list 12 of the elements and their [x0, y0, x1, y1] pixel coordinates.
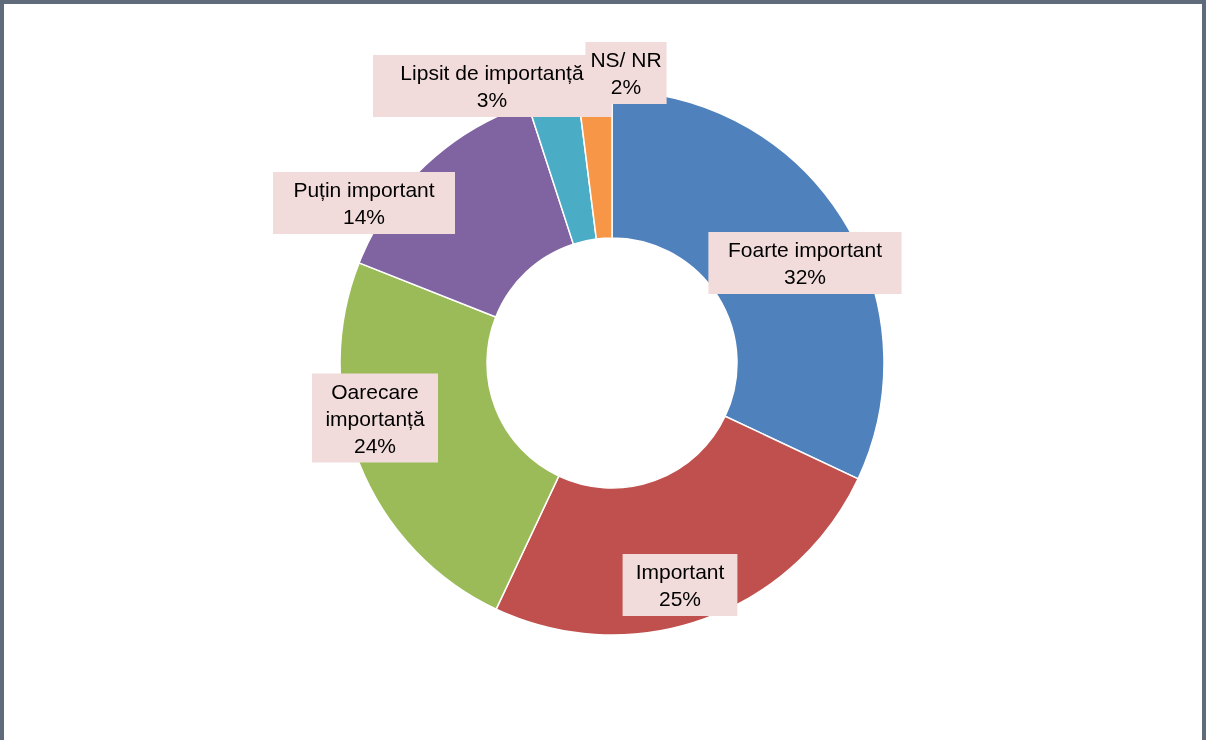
data-label: 32%	[783, 265, 827, 288]
data-label: 2%	[610, 75, 642, 98]
slice-label: Foarte important	[727, 238, 883, 261]
data-label: 14%	[342, 205, 386, 228]
slice-label: Puțin important	[293, 178, 435, 201]
data-label: 25%	[658, 587, 702, 610]
slice-label: Important	[635, 560, 725, 583]
slice-label: Oarecare importanță	[325, 379, 425, 430]
slice-label: NS/ NR	[590, 48, 662, 71]
slice-label: Lipsit de importanță	[400, 61, 584, 84]
data-label: 3%	[476, 88, 508, 111]
data-label: 24%	[353, 433, 397, 457]
